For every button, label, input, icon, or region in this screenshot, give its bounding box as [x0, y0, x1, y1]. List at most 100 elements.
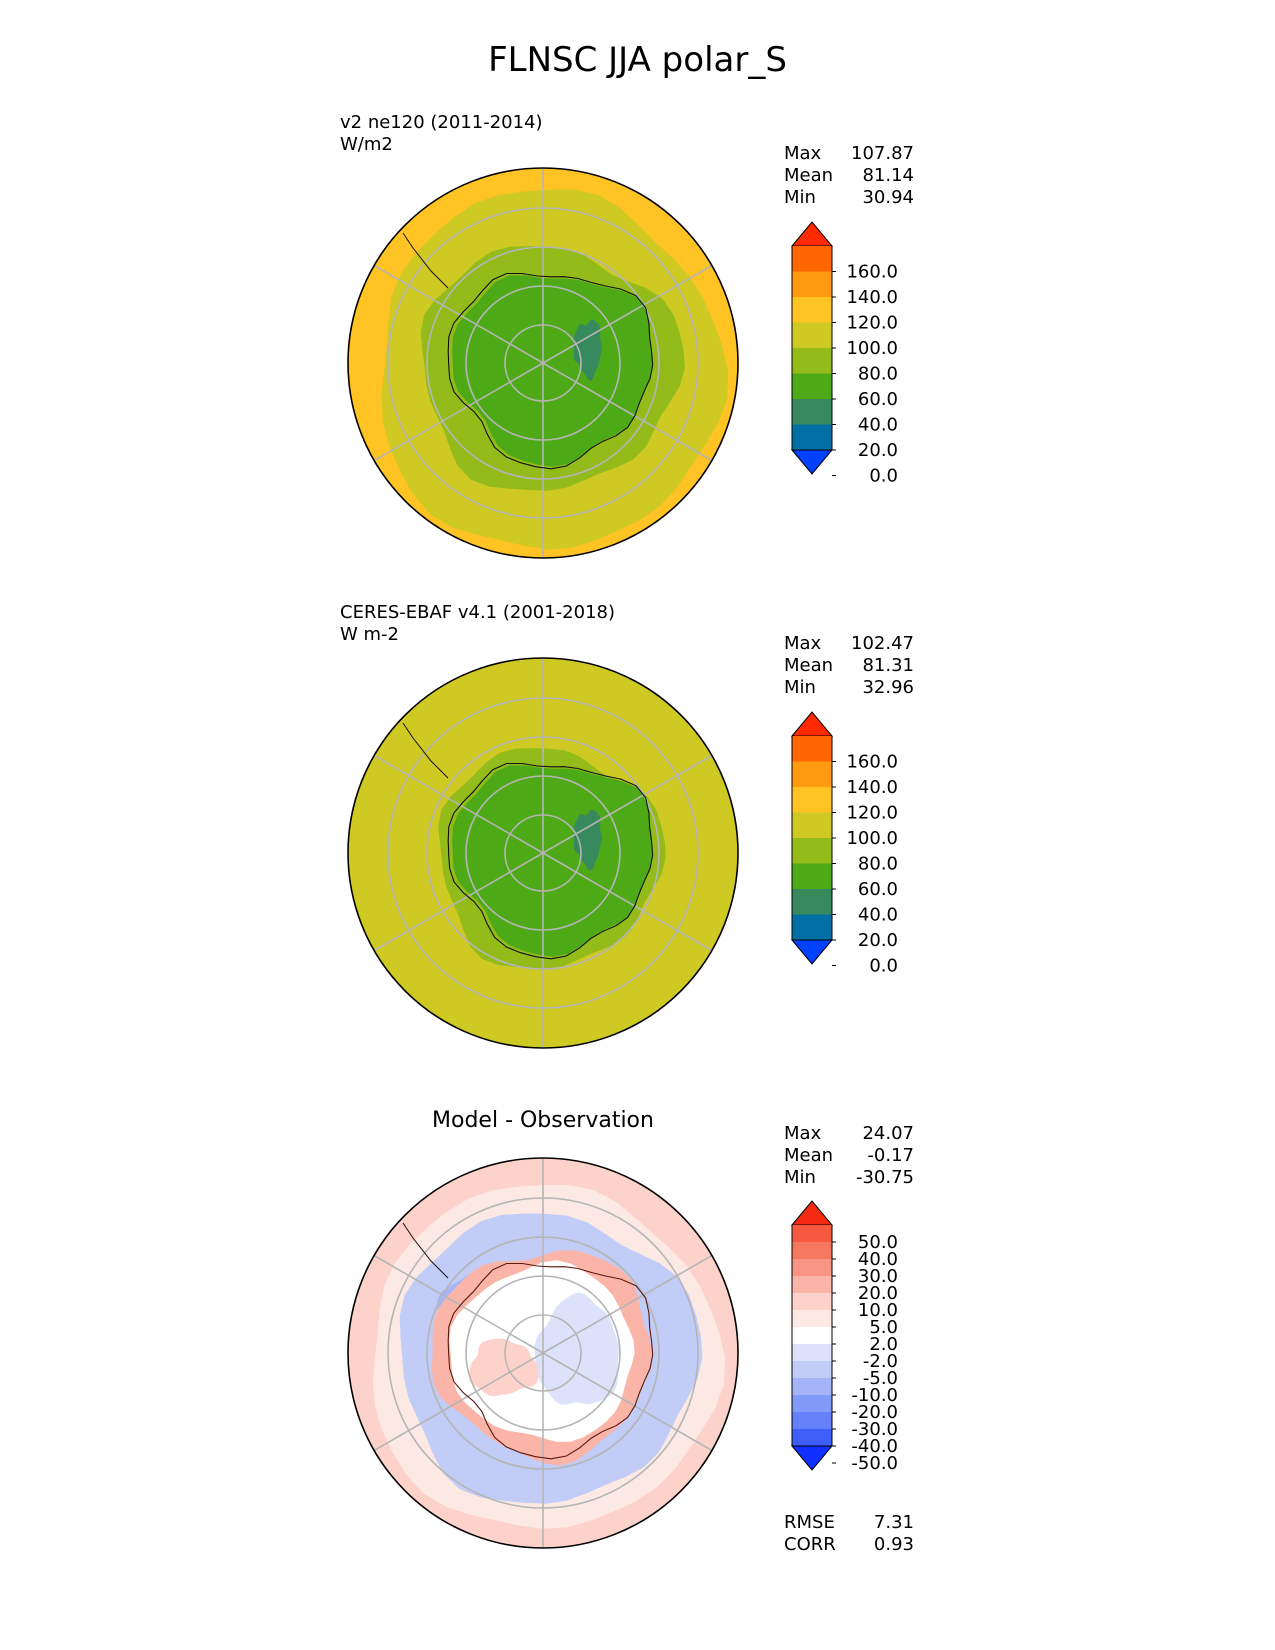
- map-boundary: [347, 1157, 739, 1549]
- stat-value: 0.93: [873, 1534, 914, 1555]
- meridian-line: [542, 1254, 713, 1354]
- colorbar-tick-label: 120.0: [846, 803, 898, 824]
- colorbar-tick-label: 160.0: [846, 752, 898, 773]
- colorbar-segment: [792, 761, 832, 788]
- colorbar-segment: [792, 1378, 832, 1396]
- colorbar-segment: [792, 373, 832, 400]
- colorbar-tick-label: 80.0: [858, 854, 898, 875]
- stat-label: Max: [784, 633, 822, 654]
- ref-colorbar: 160.0 140.0 120.0 100.0 80.0 60.0 40.0 20.0 0.0: [790, 711, 898, 977]
- stat-row: Mean -0.17: [784, 1145, 914, 1167]
- test-panel-units: W/m2: [340, 134, 393, 155]
- test-panel-name: v2 ne120 (2011-2014): [340, 112, 543, 133]
- meridian-line: [373, 754, 544, 854]
- stat-value: 81.14: [862, 165, 914, 186]
- stat-label: Mean: [784, 1145, 834, 1166]
- stat-row: Min 32.96: [784, 677, 914, 699]
- stat-label: Min: [784, 677, 816, 698]
- colorbar-segment: [792, 787, 832, 813]
- map-boundary: [347, 167, 739, 559]
- stat-label: Max: [784, 143, 822, 164]
- stat-label: Min: [784, 1167, 816, 1188]
- meridian-line: [542, 1352, 713, 1452]
- graticule: [373, 1158, 713, 1548]
- graticule: [373, 168, 713, 558]
- continent-band-40-60: [452, 275, 653, 467]
- colorbar-tick-label: 160.0: [846, 262, 898, 283]
- colorbar-tick-label: -5.0: [863, 1368, 898, 1389]
- colorbar-segment: [792, 348, 832, 374]
- stat-row: CORR 0.93: [784, 1534, 914, 1556]
- test-stats: Max 107.87 Mean 81.14 Min 30.94: [784, 143, 914, 209]
- colorbar-min-extend: [790, 939, 834, 965]
- colorbar-segment: [792, 1395, 832, 1413]
- colorbar-max-extend: [790, 711, 834, 737]
- colorbar-segment: [792, 736, 832, 762]
- antarctica-coastline: [447, 272, 654, 470]
- colorbar-tick-label: 40.0: [858, 415, 898, 436]
- antarctica-coastline: [447, 762, 654, 960]
- stat-row: RMSE 7.31: [784, 1512, 914, 1534]
- colorbar-tick-label: -2.0: [863, 1351, 898, 1372]
- colorbar-segment: [792, 1276, 832, 1294]
- stat-row: Min 30.94: [784, 187, 914, 209]
- colorbar-max-extend: [790, 1200, 834, 1226]
- colorbar-tick-label: 20.0: [858, 440, 898, 461]
- colorbar-min-extend: [790, 449, 834, 475]
- stat-value: 32.96: [862, 677, 914, 698]
- stat-value: -30.75: [855, 1167, 914, 1188]
- colorbar-segment: [792, 322, 832, 349]
- peninsula-coastline: [402, 1222, 449, 1279]
- colorbar-segment: [792, 1310, 832, 1328]
- colorbar-tick-label: 100.0: [846, 828, 898, 849]
- colorbar-tick-label: 60.0: [858, 389, 898, 410]
- meridian-line: [373, 1254, 544, 1354]
- colorbar-segment: [792, 863, 832, 890]
- diff-colorbar: 50.040.030.020.010.05.02.0-2.0-5.0-10.0-…: [790, 1200, 898, 1474]
- peninsula-coastline: [402, 722, 449, 779]
- colorbar-tick-label: -10.0: [851, 1385, 898, 1406]
- colorbar-tick-label: 120.0: [846, 313, 898, 334]
- colorbar-segment: [792, 1225, 832, 1243]
- colorbar-tick-label: 30.0: [858, 1266, 898, 1287]
- colorbar-tick-label: 20.0: [858, 930, 898, 951]
- colorbar-segment: [792, 1293, 832, 1311]
- meridian-line: [373, 362, 544, 462]
- colorbar-outline: [791, 1225, 833, 1446]
- colorbar-segment: [792, 1361, 832, 1379]
- graticule: [373, 658, 713, 1048]
- stat-row: Min -30.75: [784, 1167, 914, 1189]
- meridian-line: [373, 1352, 544, 1452]
- colorbar-tick-label: 40.0: [858, 905, 898, 926]
- colorbar-tick-label: -30.0: [851, 1419, 898, 1440]
- map-boundary: [347, 657, 739, 1049]
- stat-row: Max 102.47: [784, 633, 914, 655]
- colorbar-segment: [792, 1429, 832, 1447]
- stat-row: Max 107.87: [784, 143, 914, 165]
- colorbar-segment: [792, 424, 832, 451]
- stat-label: Mean: [784, 655, 834, 676]
- colorbar-segment: [792, 1259, 832, 1277]
- colorbar-tick-label: 0.0: [869, 466, 898, 487]
- test-colorbar: 160.0 140.0 120.0 100.0 80.0 60.0 40.0 20.0 0.0: [790, 221, 898, 487]
- stat-value: 7.31: [873, 1512, 914, 1533]
- colorbar-max-extend: [790, 221, 834, 247]
- weak-positive-interior: [469, 1338, 539, 1397]
- stat-label: Min: [784, 187, 816, 208]
- colorbar-tick-label: 20.0: [858, 1283, 898, 1304]
- stat-value: 81.31: [862, 655, 914, 676]
- colorbar-tick-label: -20.0: [851, 1402, 898, 1423]
- figure-title: FLNSC JJA polar_S: [488, 40, 787, 80]
- colorbar-tick-label: 140.0: [846, 287, 898, 308]
- colorbar-segment: [792, 1242, 832, 1260]
- continent-band-40-60: [452, 765, 653, 957]
- colorbar-segment: [792, 246, 832, 272]
- diff-stats: Max 24.07 Mean -0.17 Min -30.75: [784, 1123, 914, 1189]
- colorbar-segment: [792, 838, 832, 864]
- ref-panel-units: W m-2: [340, 624, 400, 645]
- colorbar-tick-label: 80.0: [858, 364, 898, 385]
- colorbar-tick-label: 50.0: [858, 1232, 898, 1253]
- colorbar-tick-label: 100.0: [846, 338, 898, 359]
- stat-value: 30.94: [862, 187, 914, 208]
- meridian-line: [542, 362, 713, 462]
